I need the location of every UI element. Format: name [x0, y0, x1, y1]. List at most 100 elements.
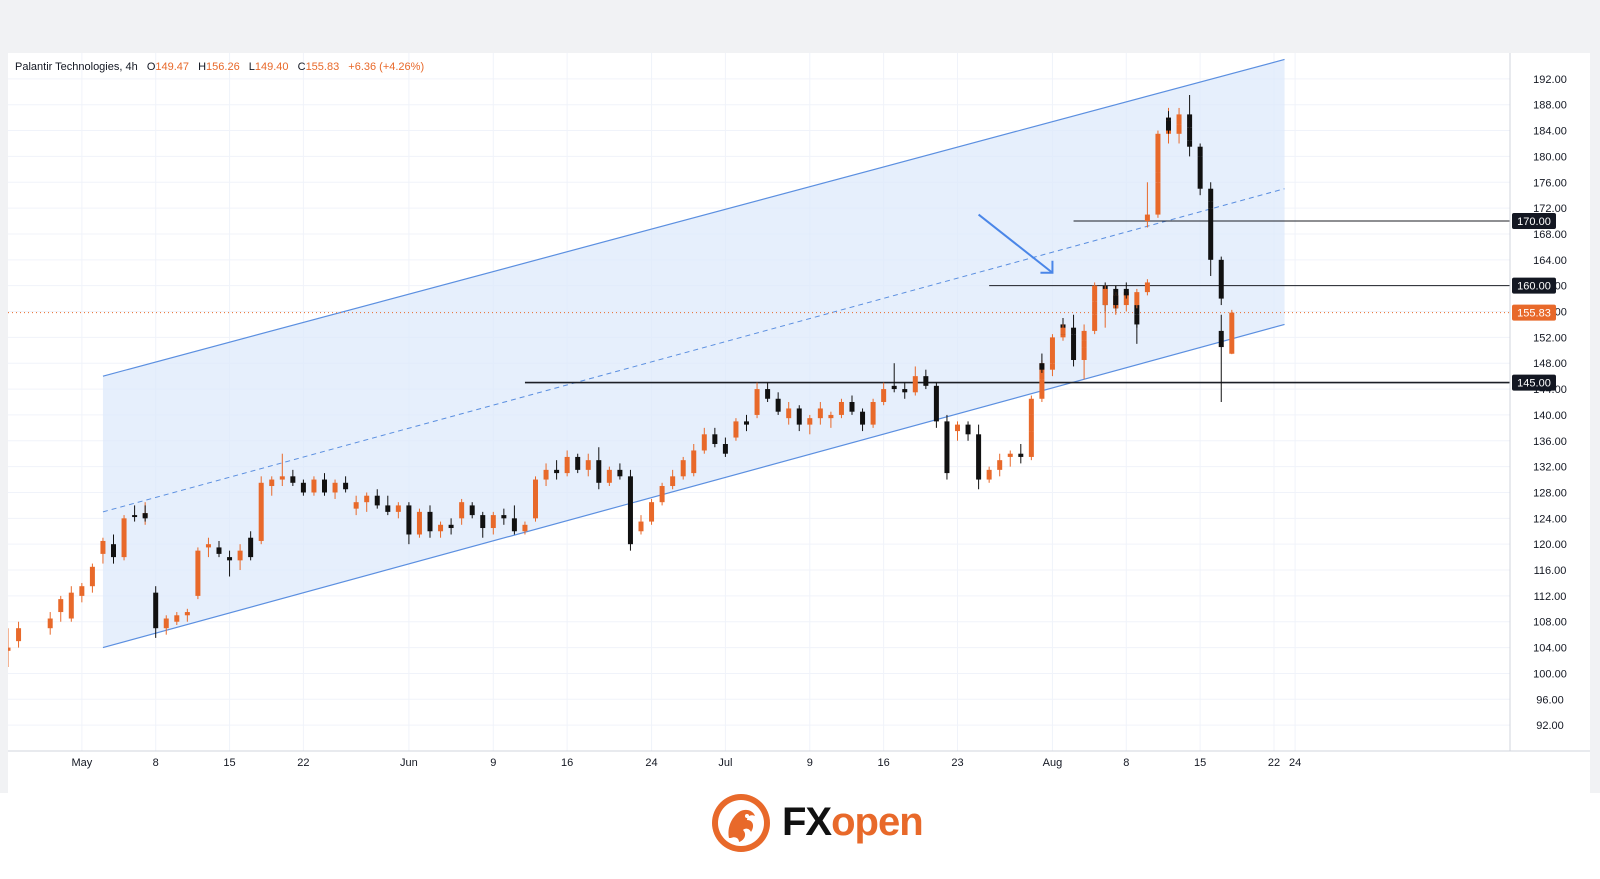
price-chart[interactable]: 92.00 96.00 100.00 104.00 108.00 112.00 116.00…: [8, 53, 1590, 793]
x-tick-label: 16: [561, 757, 573, 769]
candle-body: [1007, 453, 1013, 457]
x-tick-label: 9: [807, 757, 813, 769]
candle-body: [1081, 330, 1087, 341]
candle-body: [659, 486, 665, 503]
y-tick-label: 128.00: [1533, 487, 1567, 499]
x-tick-label: 22: [297, 757, 309, 769]
x-tick-label: 16: [878, 757, 890, 769]
legend-high-label: H: [198, 61, 207, 73]
candle-body: [976, 434, 982, 480]
candle-body: [944, 421, 950, 474]
candle-body: [1155, 133, 1161, 173]
candle-body: [195, 550, 201, 596]
price-label-text: 170.00: [1517, 216, 1551, 228]
candle-body: [406, 505, 412, 535]
candle-body: [533, 479, 538, 519]
candle-body: [480, 515, 486, 529]
candle-body: [279, 476, 285, 480]
legend-symbol: Palantir Technologies: [15, 61, 120, 73]
candle-body: [986, 469, 992, 480]
x-tick-label: 22: [1268, 757, 1280, 769]
legend-high: 156.26: [206, 61, 240, 73]
candle-body: [68, 592, 74, 619]
candle-body: [1218, 259, 1224, 299]
candle-body: [902, 389, 908, 393]
candle-body: [111, 544, 116, 558]
y-tick-label: 140.00: [1533, 410, 1567, 422]
candle-body: [997, 460, 1003, 470]
y-tick-label: 120.00: [1533, 539, 1567, 551]
candle-body: [712, 434, 718, 445]
candle-body: [849, 402, 855, 412]
price-label-text: 145.00: [1517, 378, 1551, 390]
candle-body: [237, 550, 243, 561]
logo-fx: FX: [782, 800, 832, 844]
candle-body: [501, 515, 507, 519]
candle-body: [184, 612, 190, 616]
candle-body: [1092, 285, 1098, 302]
fxopen-logo: FXopen: [782, 800, 924, 845]
candle-body: [1208, 208, 1214, 260]
candle-body: [1092, 301, 1098, 315]
candle-body: [554, 469, 560, 474]
candle-body: [364, 495, 370, 503]
candle-body: [1197, 156, 1203, 189]
x-tick-label: 15: [223, 757, 235, 769]
channel-lower-line: [102, 323, 1285, 649]
candle-body: [469, 505, 475, 516]
y-tick-label: 112.00: [1534, 591, 1567, 603]
y-tick-label: 152.00: [1533, 332, 1567, 344]
legend-open-label: O: [146, 61, 156, 73]
candle-body: [269, 479, 275, 487]
y-tick-label: 116.00: [1534, 565, 1567, 577]
x-tick-label: Jul: [718, 757, 732, 769]
legend-open: 149.47: [155, 61, 190, 73]
chart-legend: Palantir Technologies, 4h O149.47 H156.2…: [15, 61, 425, 73]
candle-body: [132, 515, 138, 518]
annotation-arrow: [977, 213, 1054, 274]
legend-interval: 4h: [125, 61, 138, 73]
candle-body: [870, 402, 876, 425]
candle-body: [585, 460, 591, 470]
candle-body: [153, 592, 159, 629]
candle-body: [807, 418, 813, 425]
x-tick-label: 8: [153, 757, 159, 769]
candle-body: [163, 618, 169, 629]
candle-body: [89, 566, 95, 587]
candle-body: [1060, 327, 1066, 335]
logo-open: open: [831, 800, 924, 844]
candle-body: [965, 424, 971, 435]
candle-body: [881, 389, 887, 402]
candle-body: [838, 402, 844, 415]
chart-panel: 92.00 96.00 100.00 104.00 108.00 112.00 116.00…: [8, 53, 1590, 793]
price-label-box: [1512, 374, 1556, 391]
candle-body: [817, 408, 823, 419]
candle-body: [638, 521, 644, 532]
candle-body: [744, 421, 749, 425]
candle-body: [8, 647, 11, 651]
candle-body: [216, 547, 222, 554]
channel-upper-line: [102, 58, 1285, 377]
candle-body: [374, 495, 380, 506]
candle-body: [1113, 295, 1119, 306]
price-label-box: [1512, 277, 1556, 294]
candle-body: [796, 408, 802, 425]
candle-body: [205, 544, 211, 548]
candle-body: [438, 524, 444, 532]
y-tick-label: 172.00: [1533, 203, 1567, 215]
legend-close: 155.83: [305, 61, 340, 73]
candle-body: [58, 599, 64, 613]
candle-body: [427, 511, 433, 532]
price-label-text: 155.83: [1517, 308, 1551, 320]
candle-body: [1144, 282, 1150, 293]
candle-body: [1176, 124, 1182, 134]
candle-body: [1028, 414, 1034, 432]
candle-body: [1102, 288, 1108, 306]
x-tick-label: 8: [1123, 757, 1129, 769]
candle-body: [912, 376, 918, 393]
x-tick-label: 24: [1289, 757, 1301, 769]
candle-body: [227, 557, 233, 561]
candle-body: [1018, 453, 1024, 457]
channel-middle-line: [102, 188, 1285, 513]
candle-body: [79, 586, 85, 596]
